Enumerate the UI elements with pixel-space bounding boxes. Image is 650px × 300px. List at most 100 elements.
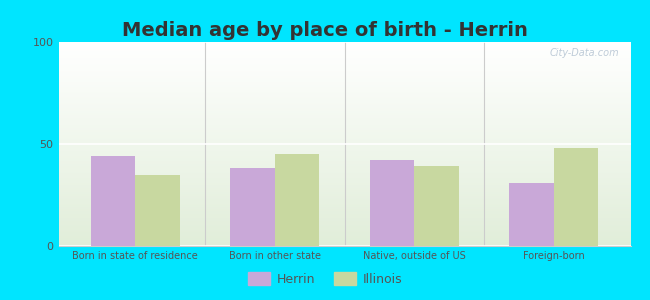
Bar: [58, 48, 630, 49]
Bar: [58, 111, 630, 112]
Bar: [58, 143, 630, 144]
Bar: [58, 139, 630, 140]
Bar: [58, 226, 630, 228]
Bar: [58, 122, 630, 123]
Bar: [58, 138, 630, 139]
Bar: [58, 172, 630, 174]
Bar: [58, 144, 630, 145]
Bar: [58, 233, 630, 234]
Bar: [58, 129, 630, 130]
Bar: [58, 46, 630, 47]
Bar: [58, 181, 630, 182]
Bar: [58, 178, 630, 179]
Bar: [58, 68, 630, 70]
Bar: [58, 134, 630, 135]
Bar: [58, 190, 630, 191]
Bar: [58, 114, 630, 116]
Bar: [58, 110, 630, 111]
Bar: [58, 232, 630, 233]
Bar: [58, 164, 630, 165]
Bar: [58, 209, 630, 210]
Bar: [58, 136, 630, 137]
Bar: [58, 205, 630, 206]
Bar: [58, 95, 630, 96]
Bar: [58, 109, 630, 110]
Bar: [58, 118, 630, 119]
Bar: [58, 180, 630, 181]
Bar: [58, 212, 630, 213]
Bar: [58, 196, 630, 197]
Bar: [58, 155, 630, 156]
Bar: [58, 106, 630, 107]
Bar: [58, 200, 630, 201]
Bar: [58, 150, 630, 151]
Bar: [58, 142, 630, 143]
Bar: [58, 235, 630, 236]
Bar: [58, 107, 630, 108]
Bar: [58, 118, 630, 119]
Bar: [58, 53, 630, 54]
Bar: [58, 61, 630, 62]
Bar: [58, 195, 630, 196]
Bar: [58, 43, 630, 44]
Bar: [58, 85, 630, 86]
Bar: [58, 186, 630, 187]
Bar: [58, 96, 630, 97]
Bar: [58, 159, 630, 160]
Bar: [58, 45, 630, 46]
Bar: [58, 225, 630, 226]
Bar: [58, 82, 630, 83]
Bar: [58, 175, 630, 176]
Bar: [58, 99, 630, 100]
Bar: [58, 126, 630, 127]
Bar: [58, 151, 630, 152]
Bar: [58, 169, 630, 170]
Bar: [58, 62, 630, 63]
Bar: [58, 244, 630, 245]
Bar: [58, 72, 630, 73]
Bar: [58, 133, 630, 134]
Bar: [58, 177, 630, 178]
Bar: [58, 140, 630, 141]
Bar: [58, 157, 630, 158]
Bar: [58, 228, 630, 229]
Bar: [58, 64, 630, 65]
Bar: [58, 90, 630, 91]
Bar: [58, 116, 630, 118]
Bar: [58, 75, 630, 76]
Bar: [58, 241, 630, 242]
Bar: [58, 176, 630, 177]
Bar: [58, 112, 630, 113]
Bar: [58, 183, 630, 184]
Bar: [58, 218, 630, 220]
Bar: [58, 216, 630, 217]
Bar: [58, 80, 630, 81]
Bar: [58, 59, 630, 60]
Bar: [58, 193, 630, 194]
Bar: [58, 169, 630, 170]
Bar: [58, 103, 630, 104]
Bar: [58, 47, 630, 48]
Bar: [58, 203, 630, 204]
Bar: [58, 119, 630, 121]
Bar: [58, 156, 630, 157]
Bar: [509, 183, 554, 246]
Bar: [58, 124, 630, 126]
Bar: [58, 65, 630, 67]
Bar: [58, 147, 630, 148]
Bar: [58, 77, 630, 78]
Bar: [58, 207, 630, 208]
Bar: [58, 215, 630, 216]
Bar: [58, 238, 630, 239]
Bar: [58, 242, 630, 243]
Bar: [90, 156, 135, 246]
Bar: [58, 130, 630, 131]
Bar: [554, 148, 599, 246]
Bar: [58, 113, 630, 114]
Text: City-Data.com: City-Data.com: [549, 48, 619, 58]
Bar: [58, 192, 630, 193]
Bar: [58, 165, 630, 166]
Bar: [58, 243, 630, 244]
Bar: [58, 158, 630, 159]
Bar: [58, 58, 630, 59]
